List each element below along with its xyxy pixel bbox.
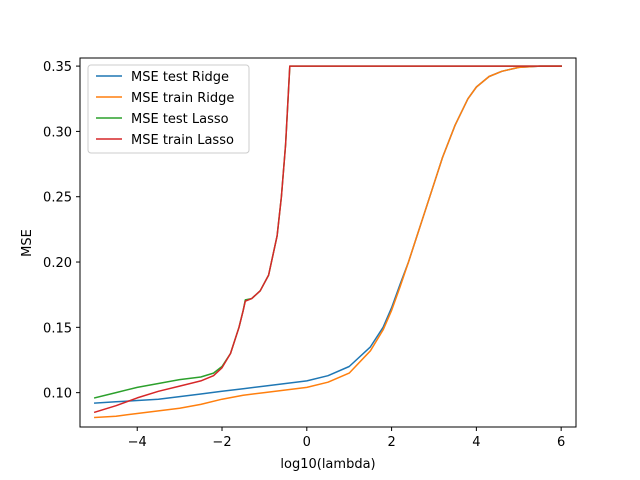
y-tick-label: 0.15 [43,321,72,336]
x-tick-label: −2 [212,435,231,450]
y-tick-label: 0.25 [43,191,72,206]
legend-entry-label: MSE test Lasso [131,112,229,127]
y-axis-ticks: 0.10 0.15 0.20 0.25 0.30 0.35 [43,60,80,402]
x-tick-label: 4 [472,435,480,450]
y-tick-label: 0.35 [43,60,72,75]
legend-entry-label: MSE train Ridge [131,91,234,106]
x-axis-ticks: −4 −2 0 2 4 6 [128,427,565,450]
legend: MSE test Ridge MSE train Ridge MSE test La… [87,64,250,154]
y-axis-label: MSE [20,229,35,257]
x-tick-label: 2 [387,435,395,450]
y-tick-label: 0.20 [43,256,72,271]
x-tick-label: 6 [557,435,565,450]
x-tick-label: 0 [303,435,311,450]
legend-entry-label: MSE test Ridge [131,70,229,85]
series-line-mse-train-lasso [93,65,562,414]
legend-box [87,64,250,154]
legend-entry-label: MSE train Lasso [131,133,234,148]
y-tick-label: 0.30 [43,125,72,140]
axes-frame [79,57,577,428]
plot-area [93,65,562,419]
series-line-mse-train-ridge [94,65,562,419]
y-tick-label: 0.10 [43,387,72,402]
x-axis-label: log10(lambda) [280,457,375,472]
x-tick-label: −4 [128,435,147,450]
